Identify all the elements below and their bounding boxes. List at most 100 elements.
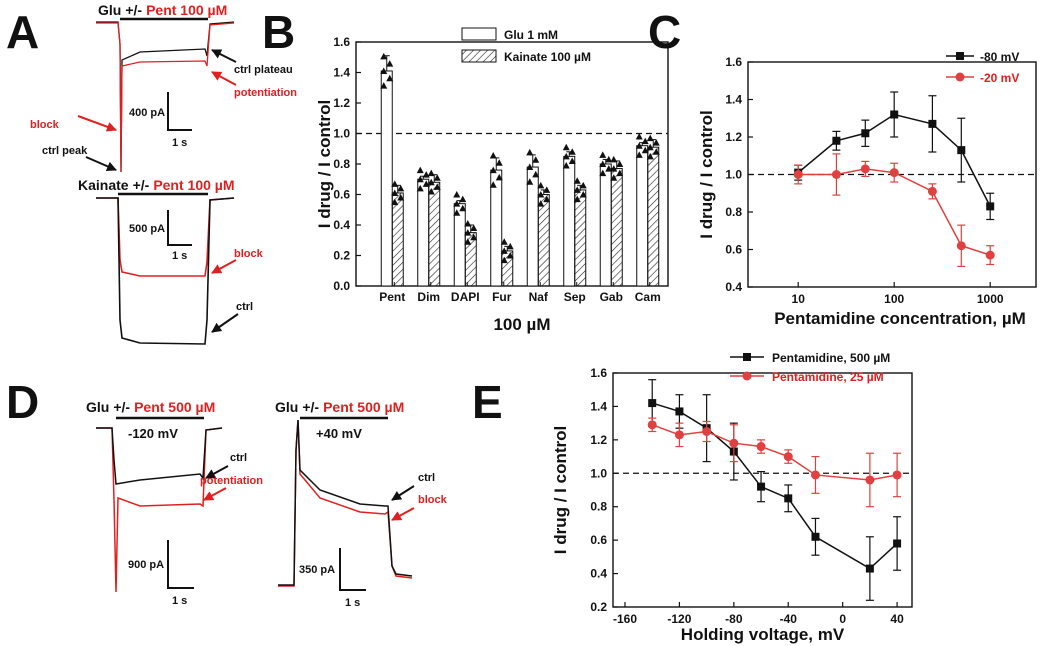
data-point-triangle bbox=[416, 166, 424, 174]
data-point-triangle bbox=[464, 229, 472, 236]
label-potentiation-d: potentiation bbox=[200, 475, 263, 487]
data-point-circle bbox=[889, 168, 899, 178]
chart-b-ytick-label: 0.8 bbox=[333, 157, 350, 171]
arrow-ctrl-peak bbox=[85, 156, 117, 172]
data-point-triangle bbox=[641, 146, 649, 154]
data-point-triangle bbox=[579, 181, 587, 189]
bar-sep-kainate bbox=[574, 189, 587, 287]
data-point-triangle bbox=[573, 177, 581, 184]
chart-c-ytick-label: 1.2 bbox=[725, 130, 742, 144]
trace-pent-a-bottom bbox=[96, 197, 235, 277]
data-point-square bbox=[648, 399, 657, 408]
data-point-triangle bbox=[543, 186, 551, 193]
data-point-circle bbox=[729, 438, 739, 448]
trace-ctrl-a-bottom bbox=[96, 197, 235, 345]
scale-time-d-left: 1 s bbox=[172, 595, 187, 607]
data-point-triangle bbox=[427, 178, 435, 186]
chart-b-xtick-label: Dim bbox=[417, 290, 440, 304]
data-point-circle bbox=[756, 442, 766, 452]
legend-label-minus20: -20 mV bbox=[980, 71, 1019, 85]
data-point-square bbox=[861, 129, 870, 138]
data-point-triangle bbox=[386, 60, 394, 67]
arrow-block-a-bottom bbox=[211, 259, 237, 274]
chart-c-marks bbox=[793, 91, 995, 267]
legend-swatch-kainate bbox=[461, 49, 497, 63]
voltage-d-right: +40 mV bbox=[316, 426, 362, 441]
legend-marker-minus20 bbox=[955, 72, 965, 82]
data-point-triangle bbox=[380, 67, 388, 74]
chart-b-xtick-label: Fur bbox=[492, 290, 512, 304]
data-point-triangle bbox=[652, 148, 660, 155]
trace-pent-a-top bbox=[96, 22, 235, 173]
data-point-triangle bbox=[459, 204, 467, 212]
data-point-triangle bbox=[568, 148, 576, 155]
arrow-ctrl-d-right bbox=[391, 485, 415, 501]
chart-e-ytick-label: 1.0 bbox=[590, 466, 607, 480]
data-point-triangle bbox=[610, 155, 618, 163]
data-point-triangle bbox=[562, 152, 570, 160]
chart-b-ytick-label: 0.0 bbox=[333, 279, 350, 293]
legend-marker-25 bbox=[742, 371, 752, 381]
data-point-triangle bbox=[652, 139, 660, 146]
data-point-triangle bbox=[416, 175, 424, 183]
legend-marker-minus80 bbox=[956, 52, 964, 60]
chart-c-ytick-label: 0.4 bbox=[725, 280, 742, 294]
data-point-triangle bbox=[453, 209, 461, 216]
data-point-triangle bbox=[573, 195, 581, 203]
chart-b-ytick-label: 1.0 bbox=[333, 127, 350, 141]
trace-ctrl-d-left bbox=[96, 427, 223, 485]
data-point-triangle bbox=[397, 184, 405, 192]
chart-b-legend: Glu 1 mM Kainate 100 µM bbox=[461, 27, 591, 64]
chart-b-x-ticks: Pent Dim DAPI Fur Naf Sep Gab Cam bbox=[379, 282, 661, 304]
data-point-triangle bbox=[380, 52, 388, 60]
scale-bar-d-left bbox=[167, 540, 194, 589]
bar-gab-kainate bbox=[610, 168, 623, 287]
data-point-square bbox=[957, 146, 966, 155]
data-point-triangle bbox=[646, 134, 654, 142]
chart-e-xlabel: Holding voltage, mV bbox=[681, 625, 845, 644]
data-point-circle bbox=[927, 186, 937, 196]
data-point-square bbox=[865, 564, 874, 573]
data-point-triangle bbox=[391, 198, 399, 206]
bar-cam-glu bbox=[636, 145, 649, 287]
scale-bar-a-bottom bbox=[167, 210, 192, 246]
legend-swatch-glu bbox=[461, 27, 497, 41]
data-point-square bbox=[928, 119, 937, 128]
chart-b-xtick-label: Cam bbox=[635, 290, 661, 304]
data-point-triangle bbox=[641, 137, 649, 145]
trace-ctrl-d-right bbox=[278, 419, 413, 586]
data-point-triangle bbox=[532, 170, 540, 178]
panel-label-b: B bbox=[262, 6, 295, 58]
trace-title-a-bottom: Kainate +/- Pent 100 µM bbox=[78, 177, 235, 193]
label-block-d-right: block bbox=[418, 494, 448, 506]
chart-b-ylabel: I drug / I control bbox=[315, 100, 334, 228]
panel-label-d: D bbox=[6, 376, 39, 428]
trace-pent-d-left bbox=[96, 427, 223, 593]
chart-b-xlabel: 100 µM bbox=[493, 315, 550, 334]
data-point-circle bbox=[985, 250, 995, 260]
data-point-square bbox=[890, 110, 899, 119]
bar-pent-glu bbox=[380, 70, 393, 287]
panel-d-left-trace-group: Glu +/- Pent 500 µM -120 mV ctrl potentiat… bbox=[86, 399, 263, 607]
data-point-square bbox=[757, 482, 766, 491]
data-point-square bbox=[675, 407, 684, 416]
label-ctrl-a-bottom: ctrl bbox=[236, 301, 253, 313]
data-point-circle bbox=[956, 241, 966, 251]
data-point-triangle bbox=[526, 148, 534, 156]
data-point-circle bbox=[647, 420, 657, 430]
trace-ctrl-a-top bbox=[96, 21, 235, 173]
label-ctrl-plateau: ctrl plateau bbox=[234, 64, 293, 76]
chart-e-marks bbox=[647, 379, 902, 601]
legend-marker-500 bbox=[743, 353, 751, 361]
data-point-triangle bbox=[470, 224, 478, 232]
legend-label-kainate: Kainate 100 µM bbox=[504, 50, 591, 64]
chart-b-ytick-label: 1.4 bbox=[333, 66, 350, 80]
panel-label-c: C bbox=[648, 6, 681, 58]
data-point-triangle bbox=[646, 143, 654, 151]
data-point-triangle bbox=[489, 151, 497, 159]
data-point-triangle bbox=[470, 233, 478, 241]
data-point-triangle bbox=[495, 173, 503, 181]
arrow-ctrl-a-bottom bbox=[211, 313, 239, 333]
data-point-triangle bbox=[635, 151, 643, 158]
label-ctrl-peak: ctrl peak bbox=[42, 145, 88, 157]
